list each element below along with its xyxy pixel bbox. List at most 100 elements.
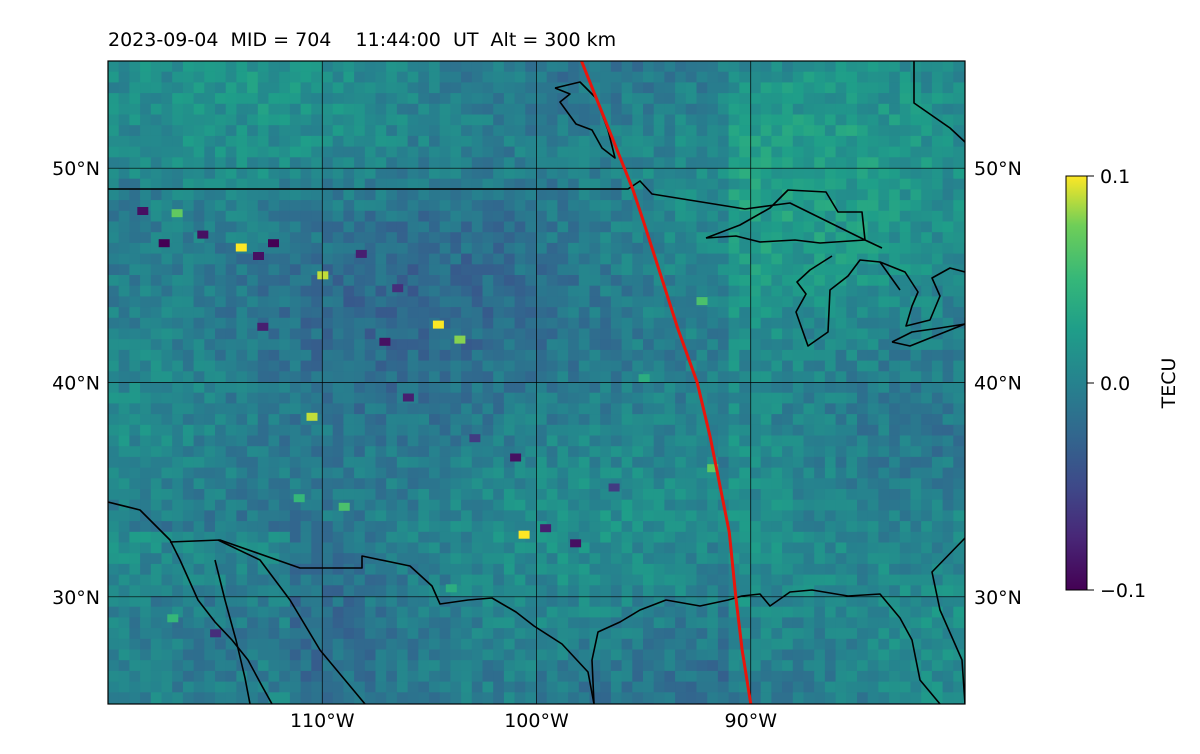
heatmap-cell (686, 660, 697, 671)
heatmap-cell (547, 500, 558, 511)
heatmap-cell (129, 125, 140, 136)
heatmap-cell (194, 82, 205, 93)
heatmap-cell (215, 639, 226, 650)
heatmap-cell (590, 307, 601, 318)
heatmap-cell (525, 489, 536, 500)
heatmap-cell (151, 125, 162, 136)
heatmap-cell (846, 446, 857, 457)
heatmap-cell (129, 478, 140, 489)
heatmap-cell (226, 264, 237, 275)
heatmap-cell (162, 286, 173, 297)
heatmap-cell (204, 596, 215, 607)
heatmap-cell (343, 318, 354, 329)
heatmap-cell (654, 382, 665, 393)
heatmap-cell (236, 104, 247, 115)
heatmap-cell (108, 692, 119, 703)
heatmap-cell (183, 692, 194, 703)
heatmap-cell (889, 617, 900, 628)
heatmap-cell (429, 125, 440, 136)
heatmap-cell (654, 125, 665, 136)
heatmap-cell (215, 382, 226, 393)
heatmap-cell (900, 61, 911, 72)
heatmap-cell (782, 639, 793, 650)
heatmap-cell (397, 575, 408, 586)
heatmap-cell (140, 703, 151, 714)
heatmap-cell (900, 211, 911, 222)
heatmap-cell (568, 136, 579, 147)
heatmap-cell (654, 671, 665, 682)
heatmap-cell (771, 607, 782, 618)
heatmap-cell (611, 254, 622, 265)
heatmap-cell (397, 72, 408, 83)
heatmap-cell (226, 200, 237, 211)
heatmap-cell (707, 414, 718, 425)
heatmap-cell (536, 585, 547, 596)
heatmap-cell (386, 189, 397, 200)
heatmap-cell (889, 521, 900, 532)
heatmap-cell (504, 339, 515, 350)
heatmap-cell (236, 286, 247, 297)
heatmap-cell (215, 414, 226, 425)
heatmap-cell (450, 136, 461, 147)
heatmap-cell (857, 61, 868, 72)
heatmap-cell (354, 682, 365, 693)
heatmap-cell (226, 104, 237, 115)
heatmap-cell (525, 457, 536, 468)
heatmap-cell (611, 307, 622, 318)
heatmap-cell (397, 478, 408, 489)
heatmap-cell (386, 510, 397, 521)
heatmap-cell (333, 607, 344, 618)
heatmap-cell (964, 147, 975, 158)
heatmap-cell (590, 468, 601, 479)
heatmap-cell (493, 521, 504, 532)
heatmap-cell (622, 200, 633, 211)
heatmap-cell (536, 307, 547, 318)
heatmap-cell (761, 125, 772, 136)
heatmap-cell (418, 692, 429, 703)
heatmap-cell (664, 222, 675, 233)
heatmap-cell (162, 136, 173, 147)
heatmap-cell (119, 660, 130, 671)
heatmap-cell (943, 425, 954, 436)
heatmap-cell (279, 72, 290, 83)
heatmap-cell (911, 489, 922, 500)
heatmap-cell (846, 510, 857, 521)
heatmap-cell (333, 104, 344, 115)
heatmap-cell (440, 489, 451, 500)
heatmap-cell (590, 147, 601, 158)
heatmap-cell (119, 222, 130, 233)
heatmap-cell (226, 307, 237, 318)
heatmap-cell (301, 264, 312, 275)
heatmap-cell (365, 414, 376, 425)
heatmap-cell (162, 125, 173, 136)
heatmap-cell (964, 254, 975, 265)
heatmap-cell (301, 339, 312, 350)
heatmap-cell (536, 382, 547, 393)
heatmap-cell (590, 585, 601, 596)
heatmap-cell (579, 703, 590, 714)
heatmap-cell (622, 436, 633, 447)
heatmap-cell (515, 232, 526, 243)
heatmap-cell (493, 189, 504, 200)
heatmap-cell (472, 222, 483, 233)
heatmap-cell (483, 361, 494, 372)
heatmap-cell (632, 82, 643, 93)
heatmap-cell (429, 532, 440, 543)
heatmap-cell (547, 671, 558, 682)
heatmap-cell (418, 318, 429, 329)
heatmap-cell (429, 168, 440, 179)
heatmap-cell (664, 232, 675, 243)
heatmap-cell (408, 468, 419, 479)
heatmap-cell (322, 72, 333, 83)
heatmap-cell (622, 553, 633, 564)
heatmap-cell (515, 468, 526, 479)
heatmap-cell (290, 393, 301, 404)
heatmap-cell (868, 607, 879, 618)
heatmap-cell (632, 403, 643, 414)
heatmap-cell (333, 510, 344, 521)
heatmap-cell (279, 82, 290, 93)
heatmap-cell (857, 671, 868, 682)
heatmap-hotspot (446, 584, 457, 592)
heatmap-cell (172, 168, 183, 179)
heatmap-cell (739, 500, 750, 511)
